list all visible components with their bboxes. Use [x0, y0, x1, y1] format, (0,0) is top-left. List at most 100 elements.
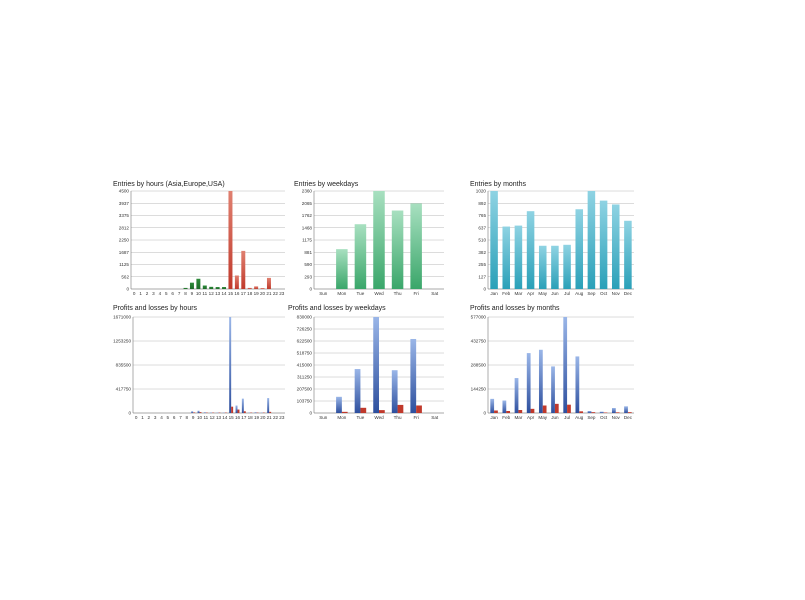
bar — [551, 245, 559, 289]
y-tick-label: 417750 — [116, 387, 132, 392]
x-tick-label: 17 — [241, 415, 247, 420]
bar — [416, 405, 422, 413]
y-tick-label: 0 — [126, 287, 129, 292]
x-tick-label: 0 — [135, 415, 138, 420]
x-tick-label: 1 — [139, 291, 142, 296]
x-tick-label: Dec — [624, 415, 633, 420]
y-tick-label: 835500 — [116, 363, 132, 368]
y-tick-label: 432750 — [471, 339, 487, 344]
y-tick-label: 2812 — [119, 225, 130, 230]
x-tick-label: 14 — [221, 291, 227, 296]
bar — [587, 411, 592, 413]
bar — [189, 282, 194, 289]
chart-entries-by-hours: Entries by hours (Asia,Europe,USA) 4500 3… — [113, 181, 285, 305]
x-tick-label: Jan — [490, 415, 498, 420]
bar — [575, 209, 584, 289]
y-tick-label: 2065 — [302, 201, 313, 206]
x-tick-label: 4 — [160, 415, 163, 420]
y-tick-label: 2250 — [119, 238, 130, 243]
y-tick-label: 1687 — [119, 250, 130, 255]
x-tick-label: Sun — [319, 291, 328, 296]
x-tick-label: Fri — [413, 291, 418, 296]
x-tick-label: 21 — [267, 415, 273, 420]
y-tick-label: 103750 — [297, 399, 313, 404]
y-tick-label: 1253250 — [113, 339, 131, 344]
bar — [502, 400, 507, 413]
x-tick-label: 20 — [260, 415, 266, 420]
x-tick-label: 21 — [266, 291, 272, 296]
bar — [611, 204, 620, 289]
x-tick-label: Sep — [587, 291, 596, 296]
bar — [391, 370, 398, 413]
x-tick-label: Sep — [587, 415, 596, 420]
bar — [599, 200, 608, 289]
x-tick-label: 10 — [197, 415, 203, 420]
y-tick-label: 0 — [309, 411, 312, 416]
x-tick-label: 13 — [216, 415, 222, 420]
bar — [341, 411, 348, 413]
chart-entries-by-months: Entries by months 1020 892 765 637 510 382 255… — [470, 181, 640, 305]
y-tick-label: 0 — [483, 411, 486, 416]
bar — [526, 211, 535, 289]
bar — [222, 287, 227, 289]
bar — [494, 410, 498, 413]
x-tick-label: 6 — [173, 415, 176, 420]
x-tick-label: 4 — [159, 291, 162, 296]
x-tick-label: Sun — [319, 415, 328, 420]
bar — [587, 191, 596, 289]
y-tick-label: 1762 — [302, 213, 313, 218]
x-tick-label: 8 — [186, 415, 189, 420]
bar — [391, 210, 404, 289]
bar — [575, 356, 580, 413]
y-tick-label: 892 — [478, 201, 486, 206]
x-tick-label: 16 — [234, 291, 240, 296]
x-tick-label: 14 — [222, 415, 228, 420]
x-tick-label: Oct — [600, 291, 608, 296]
bar — [591, 412, 596, 413]
bar — [254, 412, 257, 413]
bar — [231, 406, 234, 413]
y-tick-label: 622500 — [297, 339, 313, 344]
x-tick-label: Dec — [624, 291, 633, 296]
x-tick-label: 3 — [154, 415, 157, 420]
x-tick-label: Thu — [394, 415, 402, 420]
bar — [191, 411, 194, 413]
y-tick-label: 255 — [478, 262, 486, 267]
y-tick-label: 830000 — [297, 315, 313, 320]
x-tick-label: 5 — [165, 291, 168, 296]
chart-title: Profits and losses by weekdays — [288, 305, 386, 312]
x-tick-label: 9 — [192, 415, 195, 420]
bar — [490, 398, 495, 413]
x-tick-label: Tue — [357, 415, 365, 420]
x-tick-label: Aug — [575, 291, 584, 296]
x-tick-label: Mar — [514, 291, 522, 296]
x-tick-label: Jan — [490, 291, 498, 296]
bar — [336, 396, 342, 413]
bar — [530, 408, 535, 413]
y-tick-label: 288500 — [471, 363, 487, 368]
y-tick-label: 577000 — [471, 315, 487, 320]
x-tick-label: 13 — [215, 291, 221, 296]
chart-profits-losses-by-weekdays: Profits and losses by weekdays 830000 726… — [288, 305, 458, 429]
bar — [209, 286, 214, 289]
y-tick-label: 1020 — [476, 189, 487, 194]
chart-title: Entries by hours (Asia,Europe,USA) — [113, 181, 225, 188]
x-tick-label: 20 — [260, 291, 266, 296]
chart-profits-losses-by-months: Profits and losses by months 577000 43275… — [470, 305, 640, 429]
x-tick-label: 15 — [229, 415, 235, 420]
x-tick-label: Apr — [527, 415, 535, 420]
bar — [354, 369, 361, 413]
bar — [627, 412, 632, 413]
x-tick-label: 11 — [202, 291, 207, 296]
y-tick-label: 518750 — [297, 351, 313, 356]
bar — [538, 245, 547, 289]
x-tick-label: Jul — [564, 415, 570, 420]
x-tick-label: 8 — [184, 291, 187, 296]
x-tick-label: 23 — [279, 291, 285, 296]
bar — [490, 191, 498, 289]
bar — [266, 277, 271, 289]
x-tick-label: Jun — [551, 415, 559, 420]
y-tick-label: 562 — [121, 274, 129, 279]
bar — [197, 410, 200, 413]
chart-entries-by-weekdays: Entries by weekdays 2360 2065 1762 1468 1175… — [294, 181, 464, 305]
